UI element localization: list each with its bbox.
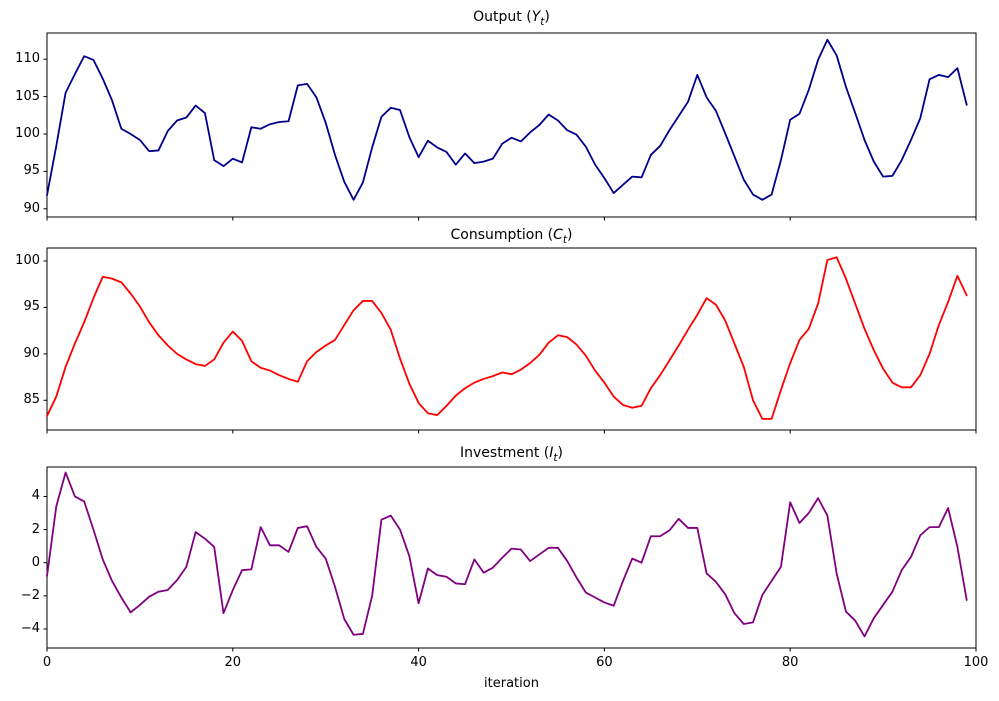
title-subscript: t <box>562 233 568 246</box>
title-subscript: t <box>553 451 558 464</box>
y-tick-label-consumption: 85 <box>23 392 40 408</box>
title-text: Consumption ( <box>450 227 554 243</box>
y-tick-label-consumption: 100 <box>15 253 40 268</box>
title-text: ) <box>544 9 550 25</box>
x-axis-label: iteration <box>484 676 539 691</box>
y-tick-label-output: 95 <box>23 163 40 179</box>
investment-line <box>46 471 968 638</box>
plot-border-output <box>46 32 977 218</box>
title-symbol: Y <box>531 9 541 25</box>
x-tick-label: 100 <box>963 655 989 670</box>
y-tick-label-investment: −4 <box>20 620 40 636</box>
title-text: Investment ( <box>460 445 550 461</box>
y-tick-label-output: 100 <box>15 125 40 141</box>
chart-title-investment: Investment (It) <box>47 444 976 464</box>
y-tick-label-consumption: 90 <box>23 345 40 361</box>
chart-title-consumption: Consumption (Ct) <box>47 226 976 246</box>
x-tick-label: 20 <box>224 655 242 670</box>
x-tick-label: 80 <box>781 655 799 670</box>
y-tick-label-output: 105 <box>15 88 40 104</box>
x-tick-label: 40 <box>410 655 427 670</box>
y-tick-label-investment: 4 <box>31 488 40 504</box>
title-symbol: I <box>549 445 554 461</box>
y-tick-label-consumption: 95 <box>23 299 40 315</box>
title-text: ) <box>567 227 573 243</box>
plot-border-investment <box>46 466 977 649</box>
chart-title-output: Output (Yt) <box>47 8 976 28</box>
output-line <box>46 38 968 201</box>
x-tick-label: 60 <box>596 655 613 670</box>
y-tick-label-output: 110 <box>15 51 40 67</box>
title-subscript: t <box>540 15 545 28</box>
title-text: Output ( <box>473 9 532 25</box>
y-tick-label-output: 90 <box>23 200 40 216</box>
title-symbol: C <box>553 227 563 243</box>
x-tick-label: 0 <box>42 655 52 670</box>
y-tick-label-investment: 2 <box>31 521 40 537</box>
y-tick-label-investment: −2 <box>20 587 40 603</box>
consumption-line <box>46 256 968 420</box>
y-tick-label-investment: 0 <box>31 554 40 570</box>
plot-border-consumption <box>46 247 977 431</box>
title-text: ) <box>557 445 563 461</box>
